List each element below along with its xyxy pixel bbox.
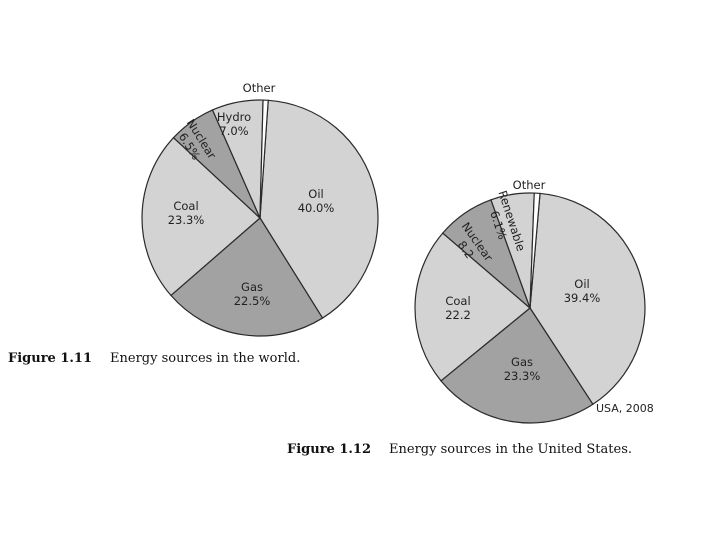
- figure-1-12-caption: Figure 1.12 Energy sources in the United …: [287, 442, 632, 457]
- usa-label-oil-value: 39.4%: [564, 291, 601, 305]
- figure-1-11-number: Figure 1.11: [8, 351, 93, 366]
- world-label-gas-name: Gas: [241, 280, 263, 294]
- usa-label-coal-value: 22.2: [445, 308, 471, 322]
- figure-1-12-number: Figure 1.12: [287, 442, 372, 457]
- world-label-oil-value: 40.0%: [298, 201, 335, 215]
- world-label-coal-name: Coal: [173, 199, 198, 213]
- world-slice-coal: [141, 136, 261, 297]
- world-label-coal-value: 23.3%: [168, 213, 205, 227]
- usa-label-gas-name: Gas: [511, 355, 533, 369]
- world-label-oil-name: Oil: [308, 187, 323, 201]
- world-label-hydro-name: Hydro: [217, 110, 251, 124]
- figure-1-11-caption: Figure 1.11 Energy sources in the world.: [8, 351, 300, 366]
- usa-slice-coal: [414, 232, 531, 382]
- world-label-gas-value: 22.5%: [234, 294, 271, 308]
- usa-label-coal-name: Coal: [445, 294, 470, 308]
- world-slice-other: [259, 99, 269, 219]
- world-label-hydro-value: 7.0%: [219, 124, 248, 138]
- world-slice-gas: [170, 217, 324, 337]
- figure-1-12-text: Energy sources in the United States.: [389, 442, 633, 457]
- figure-1-11-text: Energy sources in the world.: [110, 351, 301, 366]
- usa-label-oil-name: Oil: [574, 277, 589, 291]
- world-label-other: Other: [243, 81, 276, 95]
- usa-label-other: Other: [513, 178, 546, 192]
- world-slice-oil: [259, 99, 379, 319]
- usa-slice-other: [529, 192, 541, 309]
- usa-label-gas-value: 23.3%: [504, 369, 541, 383]
- usa-slice-gas: [440, 307, 594, 424]
- usa-note: USA, 2008: [596, 402, 654, 415]
